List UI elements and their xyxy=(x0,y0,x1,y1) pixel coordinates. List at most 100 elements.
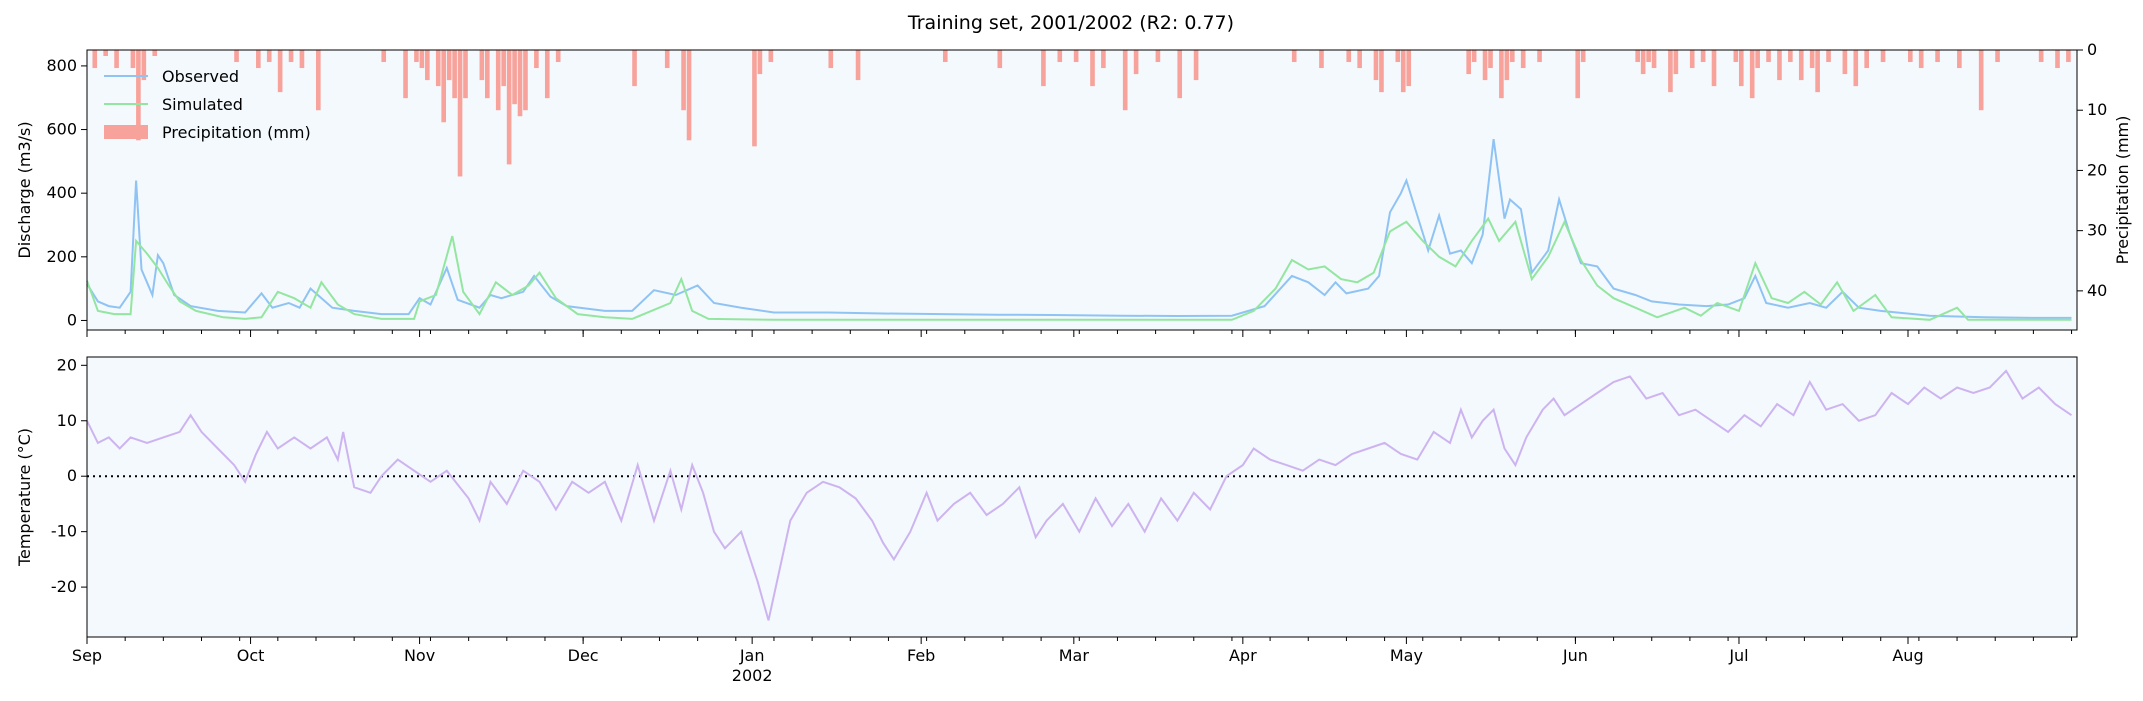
precipitation-bar xyxy=(381,50,387,63)
precipitation-bar xyxy=(1488,50,1493,69)
precipitation-bar xyxy=(1357,50,1362,69)
discharge-plot-area xyxy=(86,49,2078,331)
precipitation-bar xyxy=(1101,50,1106,69)
precipitation-bar xyxy=(1640,50,1646,75)
observed-discharge-line xyxy=(86,138,2072,319)
precipitation-bar xyxy=(130,50,136,69)
precipitation-bar xyxy=(1090,50,1095,87)
precipitation-bar xyxy=(1482,50,1488,81)
year-tick-label: 2002 xyxy=(732,666,773,685)
discharge-tick-label: 400 xyxy=(46,183,77,202)
precipitation-bar xyxy=(479,50,485,81)
discharge-plot-area-frame xyxy=(86,49,2078,331)
legend-precipitation-label: Precipitation (mm) xyxy=(162,123,311,142)
precipitation-bar xyxy=(485,50,490,99)
precipitation-bar xyxy=(1957,50,1962,69)
month-tick-label: Oct xyxy=(237,646,265,665)
month-tick-label: Apr xyxy=(1229,646,1257,665)
precipitation-bar xyxy=(1733,50,1739,63)
precipitation-bar xyxy=(1395,50,1401,63)
precipitation-tick-label: 10 xyxy=(2087,100,2107,119)
chart-title: Training set, 2001/2002 (R2: 0.77) xyxy=(907,12,1234,34)
discharge-tick-label: 200 xyxy=(46,247,77,266)
precipitation-bar xyxy=(1788,50,1793,63)
precipitation-bar xyxy=(1907,50,1913,63)
precipitation-axis-label: Precipitation (mm) xyxy=(2113,116,2132,265)
precipitation-bar xyxy=(495,50,501,111)
precipitation-bar xyxy=(1864,50,1869,69)
precipitation-bar xyxy=(463,50,468,99)
precipitation-bar xyxy=(942,50,948,63)
simulated-discharge-line xyxy=(86,216,2072,321)
precipitation-bar xyxy=(1193,50,1199,81)
precipitation-bar xyxy=(1400,50,1406,93)
precipitation-bar xyxy=(681,50,686,111)
precipitation-bar xyxy=(632,50,637,87)
precipitation-bar xyxy=(1041,50,1046,87)
precipitation-bar xyxy=(1466,50,1471,75)
temperature-tick-label: 10 xyxy=(57,411,77,430)
precipitation-bar xyxy=(997,50,1003,69)
precipitation-bar xyxy=(1499,50,1504,99)
precipitation-bar xyxy=(234,50,239,63)
precipitation-bar xyxy=(266,50,272,63)
month-tick-label: Aug xyxy=(1892,646,1923,665)
precipitation-bar xyxy=(256,50,261,69)
legend-simulated-label: Simulated xyxy=(162,95,243,114)
precipitation-bar xyxy=(1635,50,1641,63)
temperature-axis-label: Temperature (°C) xyxy=(15,428,34,567)
precipitation-tick-label: 20 xyxy=(2087,160,2107,179)
temperature-tick-label: 20 xyxy=(57,355,77,374)
legend-precipitation-swatch xyxy=(104,125,148,139)
temperature-tick-label: -10 xyxy=(51,522,77,541)
precipitation-bar xyxy=(757,50,763,75)
month-tick-label: Jan xyxy=(739,646,765,665)
precipitation-bar xyxy=(315,50,321,111)
precipitation-bar xyxy=(414,50,419,63)
precipitation-bar xyxy=(1700,50,1706,63)
precipitation-tick-label: 30 xyxy=(2087,221,2107,240)
precipitation-bar xyxy=(1537,50,1542,63)
precipitation-bar xyxy=(555,50,561,63)
precipitation-bar xyxy=(2055,50,2060,69)
precipitation-bar xyxy=(1738,50,1744,87)
temperature-tick-label: 0 xyxy=(67,466,77,485)
month-tick-label: Jun xyxy=(1562,646,1588,665)
precipitation-bar xyxy=(1520,50,1526,69)
precipitation-bar xyxy=(441,50,447,123)
precipitation-bar xyxy=(1826,50,1831,63)
precipitation-bar xyxy=(512,50,517,105)
precipitation-bar xyxy=(457,50,463,177)
precipitation-bar xyxy=(855,50,861,81)
precipitation-bar xyxy=(2038,50,2044,63)
precipitation-bar xyxy=(768,50,774,63)
month-tick-label: Dec xyxy=(568,646,599,665)
precipitation-bar xyxy=(1766,50,1771,63)
precipitation-bar xyxy=(534,50,539,69)
precipitation-bar xyxy=(1880,50,1886,63)
precipitation-bar xyxy=(1673,50,1679,75)
precipitation-bar xyxy=(277,50,283,93)
precipitation-bar xyxy=(1319,50,1324,69)
discharge-tick-label: 800 xyxy=(46,56,77,75)
precipitation-bar xyxy=(446,50,452,81)
precipitation-bar xyxy=(506,50,512,165)
precipitation-bar xyxy=(1373,50,1379,81)
precipitation-bar xyxy=(1935,50,1940,63)
precipitation-bar xyxy=(452,50,457,99)
precipitation-bar xyxy=(1346,50,1352,63)
precipitation-bar xyxy=(523,50,528,111)
precipitation-tick-label: 40 xyxy=(2087,281,2107,300)
month-tick-label: Jul xyxy=(1728,646,1748,665)
precipitation-bar xyxy=(1918,50,1924,69)
precipitation-bar xyxy=(1509,50,1515,63)
precipitation-bar xyxy=(1155,50,1161,63)
precipitation-bar xyxy=(1815,50,1820,93)
precipitation-bar xyxy=(141,50,147,81)
precipitation-bar xyxy=(136,50,141,141)
precipitation-bar xyxy=(1291,50,1297,63)
precipitation-bar xyxy=(299,50,305,69)
precipitation-bar xyxy=(501,50,506,87)
